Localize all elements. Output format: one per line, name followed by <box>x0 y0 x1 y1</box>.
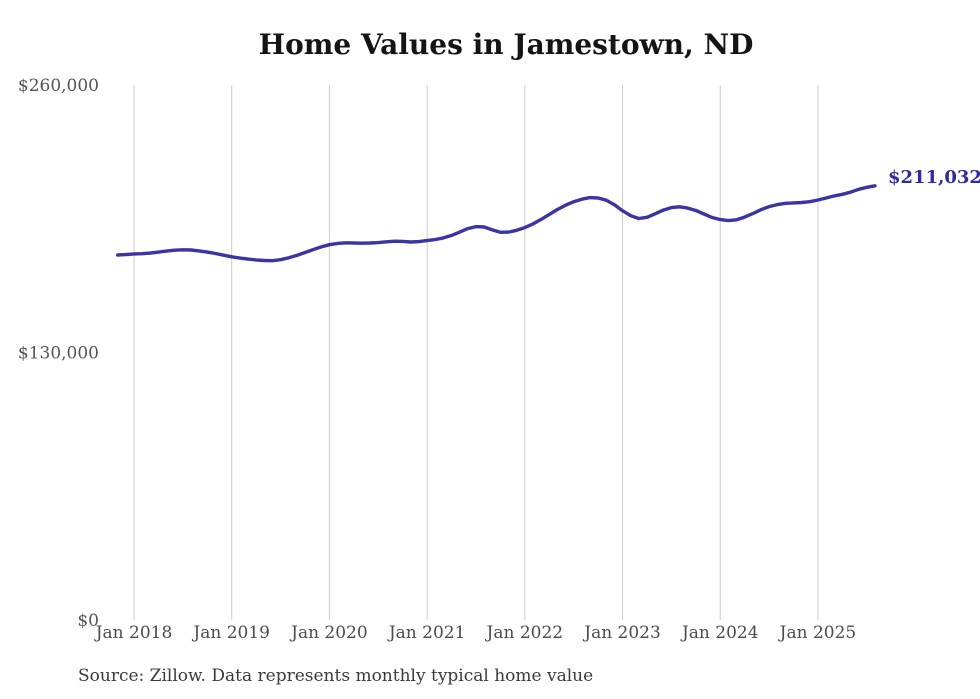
x-tick-label: Jan 2018 <box>94 623 173 643</box>
x-tick-label: Jan 2025 <box>778 623 857 643</box>
latest-value-label: $211,032 <box>888 167 980 188</box>
x-tick-label: Jan 2023 <box>582 623 661 643</box>
chart-title: Home Values in Jamestown, ND <box>258 28 754 61</box>
x-tick-label: Jan 2022 <box>485 623 564 643</box>
x-tick-label: Jan 2019 <box>191 623 270 643</box>
y-tick-label: $130,000 <box>18 344 99 364</box>
source-note: Source: Zillow. Data represents monthly … <box>78 666 594 686</box>
home-value-line <box>115 184 877 263</box>
y-tick-label: $0 <box>77 611 99 631</box>
x-tick-label: Jan 2024 <box>680 623 759 643</box>
x-tick-label: Jan 2021 <box>387 623 466 643</box>
x-tick-label: Jan 2020 <box>289 623 368 643</box>
y-tick-label: $260,000 <box>18 76 99 96</box>
